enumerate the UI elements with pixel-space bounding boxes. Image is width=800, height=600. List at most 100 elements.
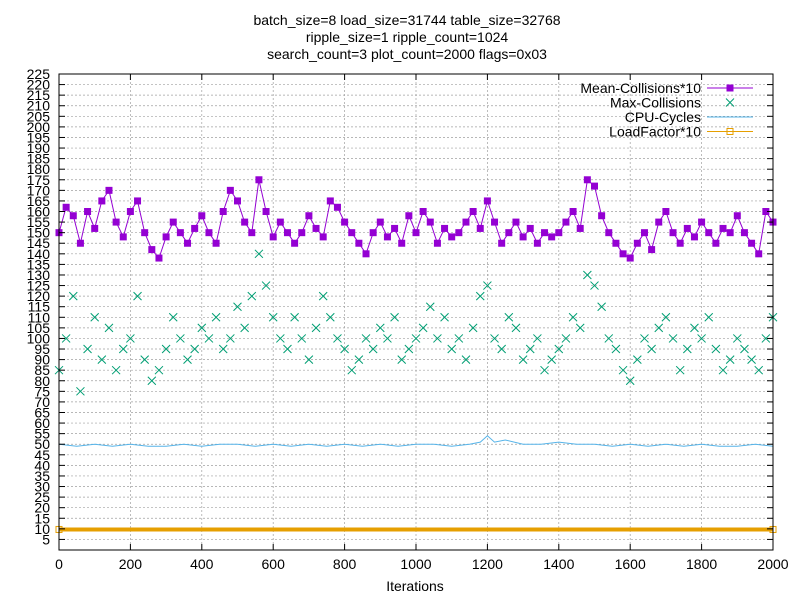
- y-tick-label: 105: [27, 320, 51, 336]
- data-point: [554, 344, 564, 354]
- data-point: [155, 254, 163, 262]
- data-point: [333, 203, 341, 211]
- x-tick-label: 800: [333, 556, 357, 572]
- data-point: [326, 197, 334, 205]
- y-tick-label: 135: [27, 256, 51, 272]
- y-tick-label: 25: [34, 489, 50, 505]
- data-point: [97, 355, 107, 364]
- y-tick-label: 30: [34, 479, 50, 495]
- data-point: [390, 312, 399, 322]
- data-point: [505, 229, 513, 237]
- legend-label: CPU-Cycles: [625, 109, 701, 125]
- data-point: [383, 334, 392, 343]
- data-point: [162, 233, 170, 241]
- x-tick-label: 1400: [543, 556, 574, 572]
- x-tick-label: 600: [262, 556, 286, 572]
- series-line: [58, 435, 774, 447]
- x-tick-label: 0: [55, 556, 63, 572]
- data-point: [240, 323, 249, 333]
- series-0: [55, 176, 777, 262]
- data-point: [490, 334, 499, 343]
- data-point: [275, 334, 285, 343]
- data-point: [269, 233, 277, 241]
- data-point: [398, 239, 406, 247]
- data-point: [690, 233, 698, 241]
- data-point: [469, 208, 477, 216]
- data-point: [555, 229, 563, 237]
- legend-label: Max-Collisions: [610, 95, 701, 111]
- data-point: [341, 218, 349, 226]
- data-point: [198, 212, 206, 220]
- data-point: [583, 176, 591, 184]
- data-point: [648, 246, 656, 254]
- data-point: [176, 229, 184, 237]
- data-point: [704, 312, 714, 322]
- data-point: [111, 365, 121, 375]
- data-point: [161, 344, 171, 354]
- data-point: [661, 312, 671, 322]
- y-tick-label: 200: [27, 119, 51, 135]
- y-tick-label: 45: [34, 447, 50, 463]
- data-point: [355, 239, 363, 247]
- data-point: [633, 239, 641, 247]
- y-tick-label: 125: [27, 278, 51, 294]
- data-point: [312, 224, 320, 232]
- data-point: [348, 229, 356, 237]
- data-point: [612, 239, 620, 247]
- data-point: [475, 291, 485, 301]
- data-point: [647, 344, 656, 354]
- data-point: [576, 224, 584, 232]
- data-point: [476, 224, 484, 232]
- data-point: [504, 312, 514, 322]
- data-point: [518, 355, 528, 364]
- y-tick-label: 120: [27, 288, 51, 304]
- data-point: [619, 250, 627, 258]
- y-tick-label: 40: [34, 457, 50, 473]
- data-point: [168, 312, 178, 322]
- data-point: [405, 212, 413, 220]
- data-point: [755, 250, 763, 258]
- x-tick-label: 200: [119, 556, 143, 572]
- y-tick-label: 130: [27, 267, 51, 283]
- chart-title-line-2: ripple_size=1 ripple_count=1024: [306, 29, 509, 45]
- data-point: [533, 239, 541, 247]
- data-point: [669, 229, 677, 237]
- data-point: [318, 291, 328, 301]
- data-point: [655, 218, 663, 226]
- data-point: [761, 334, 771, 343]
- data-point: [191, 224, 199, 232]
- data-point: [169, 218, 177, 226]
- y-tick-label: 100: [27, 330, 51, 346]
- data-point: [391, 224, 399, 232]
- y-tick-label: 140: [27, 246, 51, 262]
- data-point: [411, 334, 421, 343]
- data-point: [719, 224, 727, 232]
- data-point: [268, 312, 278, 322]
- chart-title-line-1: batch_size=8 load_size=31744 table_size=…: [253, 12, 560, 28]
- y-tick-label: 110: [28, 309, 51, 325]
- y-tick-label: 180: [27, 161, 51, 177]
- data-point: [711, 344, 721, 354]
- data-point: [84, 208, 92, 216]
- y-tick-label: 170: [27, 182, 51, 198]
- data-point: [91, 224, 99, 232]
- x-tick-label: 1000: [400, 556, 431, 572]
- series-2: [58, 435, 774, 447]
- data-point: [68, 291, 78, 301]
- chart-title: batch_size=8 load_size=31744 table_size=…: [253, 12, 560, 62]
- data-point: [134, 197, 142, 205]
- data-point: [625, 376, 635, 386]
- y-tick-label: 145: [27, 235, 51, 251]
- data-point: [247, 291, 257, 301]
- data-point: [290, 312, 299, 322]
- data-point: [204, 334, 214, 343]
- y-tick-label: 185: [27, 151, 51, 167]
- data-point: [183, 355, 192, 364]
- data-point: [705, 229, 713, 237]
- data-point: [732, 334, 742, 343]
- data-point: [190, 344, 200, 354]
- x-tick-label: 2000: [757, 556, 788, 572]
- data-point: [676, 239, 684, 247]
- data-point: [605, 229, 613, 237]
- data-point: [683, 224, 691, 232]
